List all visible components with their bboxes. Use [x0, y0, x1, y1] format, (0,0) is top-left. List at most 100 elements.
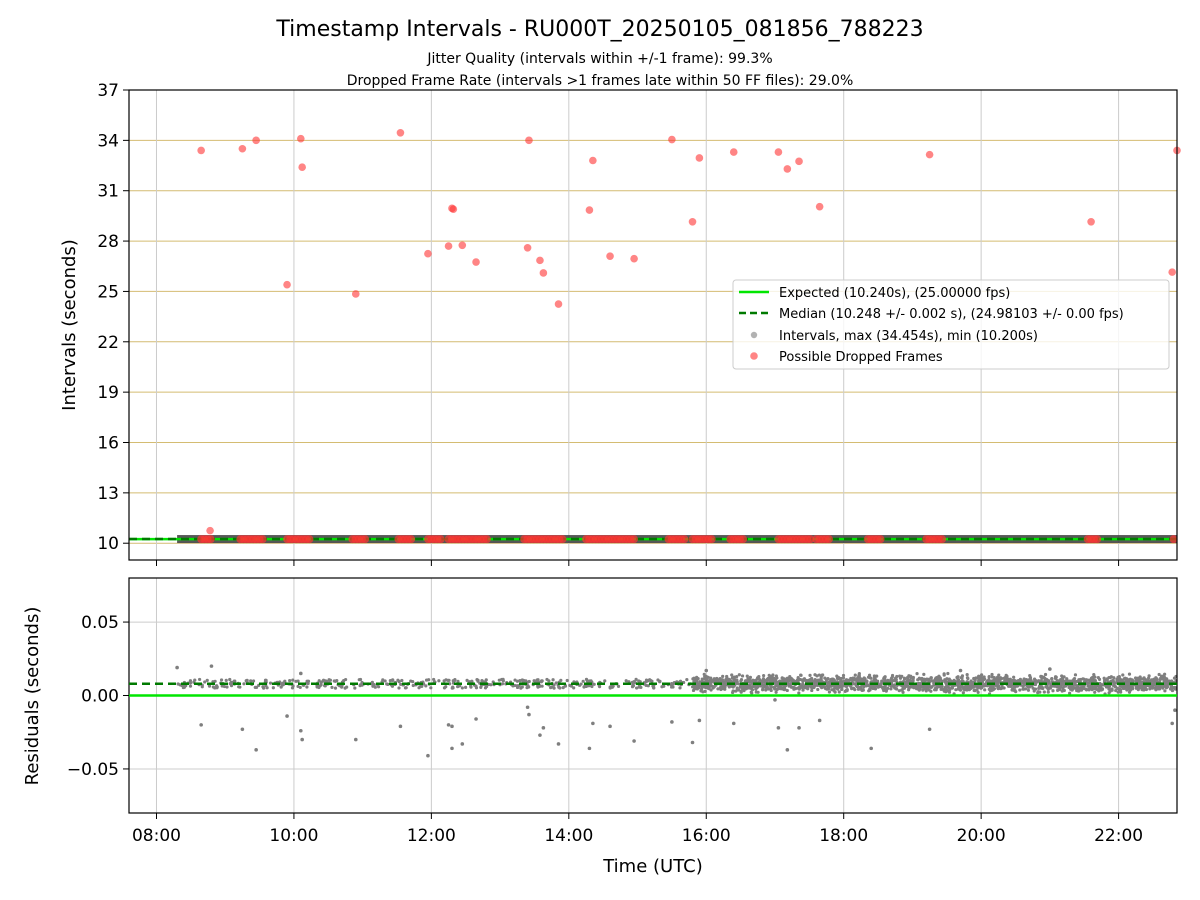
residual-point — [841, 676, 846, 680]
residual-point — [469, 685, 473, 689]
residual-point — [1013, 679, 1017, 683]
residual-point — [902, 677, 907, 681]
residuals-y-ticks: 0.05 0.00 −0.05 — [67, 613, 129, 780]
residual-point — [946, 671, 950, 676]
residual-point — [754, 687, 758, 691]
residual-point — [913, 684, 917, 688]
residual-point — [371, 684, 375, 688]
residual-point — [739, 679, 743, 683]
residual-point — [1116, 675, 1120, 679]
residual-point — [827, 680, 832, 684]
residual-point — [1047, 686, 1051, 690]
residual-point — [1060, 678, 1064, 682]
residual-point — [725, 674, 729, 679]
residual-point — [708, 681, 713, 686]
residual-point — [1071, 685, 1075, 689]
dropped-frame-point — [482, 535, 491, 544]
residual-point — [1120, 679, 1124, 683]
residual-point — [1002, 679, 1007, 684]
residual-point — [500, 682, 505, 686]
residual-point — [726, 679, 730, 683]
legend-marker-dropped — [750, 352, 758, 360]
residual-point — [1040, 675, 1044, 679]
residual-point — [884, 686, 888, 691]
dropped-frame-point — [444, 242, 453, 250]
residual-point — [232, 679, 236, 683]
dropped-frame-point — [815, 202, 824, 211]
residual-point — [345, 685, 349, 689]
residual-point — [956, 678, 960, 682]
residual-point — [808, 673, 812, 677]
dropped-frame-point — [558, 535, 567, 544]
residual-point — [432, 677, 436, 682]
residual-point — [991, 688, 995, 692]
residual-point — [1142, 685, 1146, 689]
residual-outlier-point — [525, 705, 530, 710]
residual-point — [651, 684, 655, 688]
residual-point — [698, 680, 702, 684]
residual-point — [773, 680, 777, 684]
residual-point — [825, 687, 829, 691]
residual-point — [634, 677, 638, 681]
dropped-frame-point — [1087, 217, 1095, 226]
residual-point — [1117, 688, 1122, 692]
residual-point — [840, 685, 844, 689]
residual-point — [1016, 678, 1020, 683]
legend-label-dropped: Possible Dropped Frames — [779, 350, 943, 365]
residual-point — [1042, 690, 1046, 694]
residual-point — [281, 681, 286, 685]
chart-title: Timestamp Intervals - RU000T_20250105_08… — [275, 17, 923, 42]
residual-point — [758, 684, 763, 688]
residual-point — [1093, 690, 1097, 694]
residual-point — [333, 686, 338, 690]
dropped-frame-point — [436, 535, 445, 544]
x-axis-label: Time (UTC) — [602, 856, 703, 877]
residual-point — [1086, 684, 1090, 688]
residual-point — [552, 686, 556, 690]
residual-point — [956, 675, 960, 679]
residual-point — [859, 685, 863, 690]
residual-point — [464, 685, 468, 690]
residual-point — [559, 678, 563, 682]
residual-point — [399, 682, 403, 686]
residual-point — [762, 674, 766, 678]
residual-outlier-point — [690, 740, 695, 745]
residual-point — [662, 684, 666, 688]
residual-point — [219, 678, 224, 682]
residual-point — [769, 687, 773, 691]
residual-outlier-point — [527, 712, 531, 717]
residual-point — [743, 684, 747, 689]
residual-point — [917, 681, 921, 685]
residual-point — [827, 690, 832, 694]
residual-point — [942, 673, 946, 677]
residual-outlier-point — [450, 746, 454, 751]
residual-point — [950, 685, 954, 689]
residual-point — [485, 684, 489, 689]
residual-point — [1113, 684, 1117, 689]
residual-point — [916, 684, 920, 688]
residuals-y-tick-label: 0.05 — [81, 613, 119, 633]
residual-point — [1125, 688, 1129, 692]
residual-point — [781, 687, 786, 691]
legend-frame — [732, 279, 1170, 370]
residual-point — [998, 679, 1002, 683]
residual-point — [902, 686, 906, 690]
residual-point — [646, 679, 650, 683]
residual-point — [1164, 677, 1169, 681]
residual-point — [889, 687, 893, 691]
residual-point — [630, 685, 635, 689]
residuals-plot: 0.05 0.00 −0.05 08:00 10:00 12:00 14:00 16:00 1… — [22, 577, 1178, 877]
residual-point — [925, 678, 929, 682]
residual-point — [1114, 688, 1118, 693]
dropped-frame-point — [680, 535, 689, 544]
dropped-frame-point — [351, 290, 360, 298]
dropped-frame-point — [876, 535, 885, 544]
residual-point — [959, 685, 963, 689]
residual-point — [1122, 677, 1126, 681]
residual-point — [527, 679, 531, 684]
residual-point — [222, 684, 227, 689]
intervals-y-tick-label: 19 — [97, 383, 119, 403]
dropped-frame-point — [424, 249, 432, 258]
residual-point — [317, 679, 321, 683]
residual-point — [740, 687, 745, 691]
